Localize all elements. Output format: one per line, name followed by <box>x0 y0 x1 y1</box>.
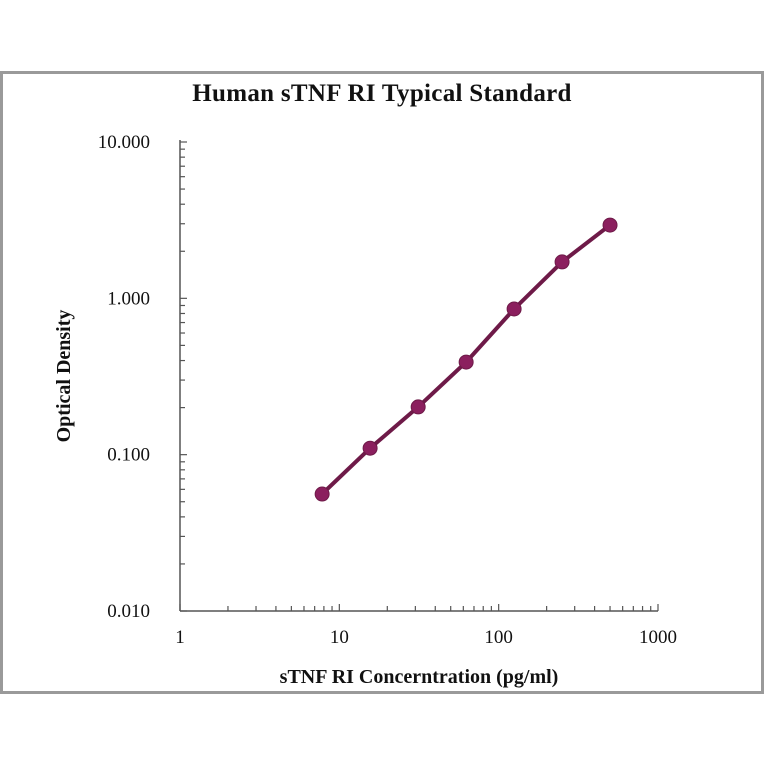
chart-title: Human sTNF RI Typical Standard <box>192 80 572 107</box>
data-point-marker <box>314 486 330 502</box>
x-tick-label: 10 <box>330 627 349 648</box>
data-point-marker <box>410 399 426 415</box>
y-tick-label: 1.000 <box>107 288 150 309</box>
y-axis-title: Optical Density <box>53 310 75 443</box>
data-point-marker <box>506 301 522 317</box>
x-axis-title: sTNF RI Concerntration (pg/ml) <box>280 666 559 688</box>
x-tick-label: 1000 <box>639 627 677 648</box>
y-tick-label: 0.100 <box>107 445 150 466</box>
x-tick-label: 1 <box>175 627 185 648</box>
data-point-marker <box>602 217 618 233</box>
x-tick-label: 100 <box>484 627 513 648</box>
data-point-marker <box>362 440 378 456</box>
y-tick-label: 0.010 <box>107 601 150 622</box>
data-point-marker <box>458 354 474 370</box>
data-point-marker <box>554 254 570 270</box>
y-tick-label: 10.000 <box>98 132 150 153</box>
chart-frame <box>0 71 764 694</box>
